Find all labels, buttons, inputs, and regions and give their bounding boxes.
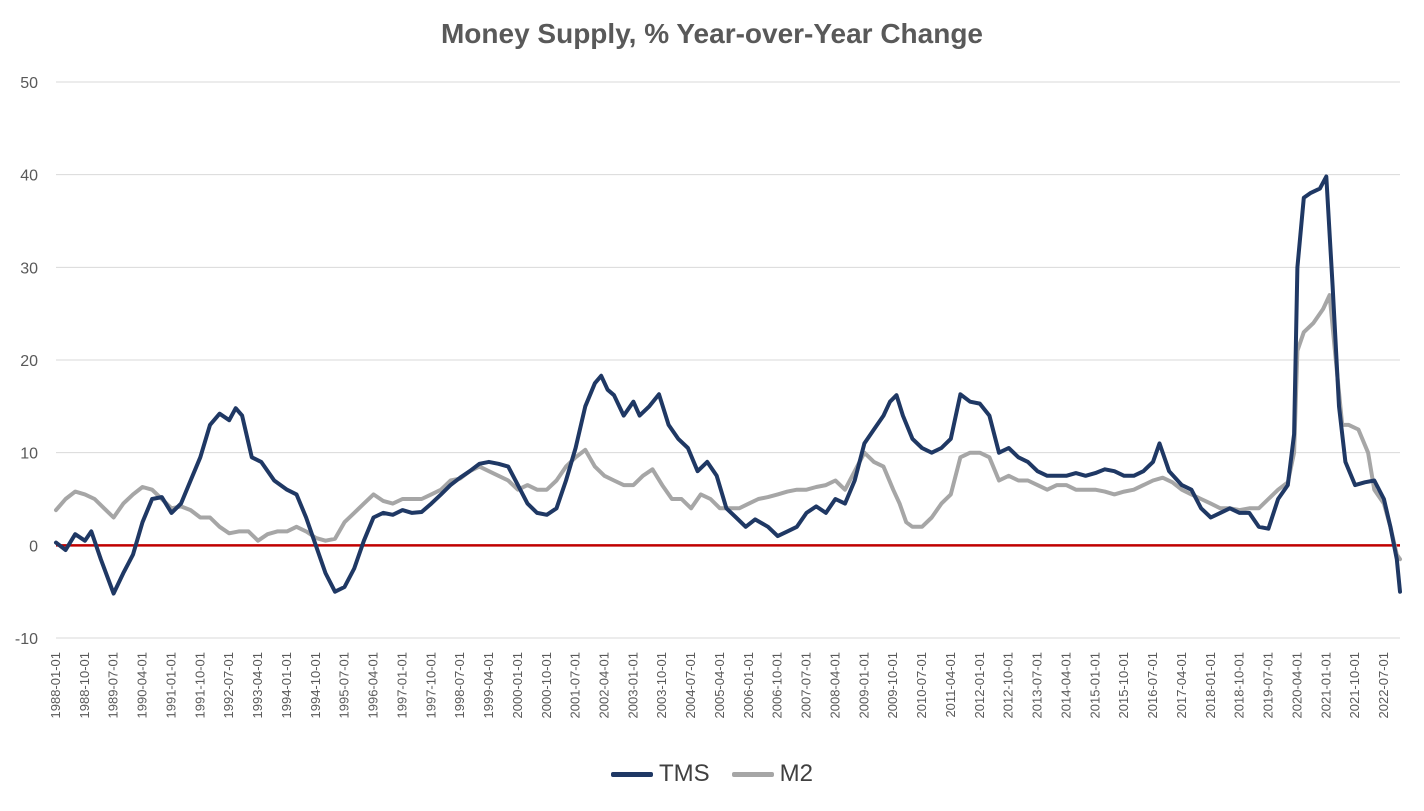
series-line-tms: [54, 174, 1402, 596]
legend-item-m2: M2: [731, 760, 813, 788]
legend: TMS M2: [0, 760, 1424, 788]
x-tick-label: 1998-07-01: [452, 652, 467, 719]
x-tick-label: 2009-01-01: [856, 652, 871, 719]
x-axis-tick-labels: 1988-01-01 1988-10-01 1989-07-01 1990-04-01…: [48, 652, 1391, 719]
x-tick-label: 2022-07-01: [1376, 652, 1391, 719]
x-tick-label: 1997-01-01: [395, 652, 410, 719]
x-tick-label: 1989-07-01: [106, 652, 121, 719]
x-tick-label: 2016-07-01: [1145, 652, 1160, 719]
y-tick-label: 10: [20, 446, 38, 463]
x-tick-label: 1991-10-01: [192, 652, 207, 719]
gridlines: [56, 81, 1400, 639]
x-tick-label: 2000-10-01: [539, 652, 554, 719]
x-tick-label: 2002-04-01: [596, 652, 611, 719]
x-tick-label: 2005-04-01: [712, 652, 727, 719]
x-tick-label: 2009-10-01: [885, 652, 900, 719]
x-tick-label: 2004-07-01: [683, 652, 698, 719]
x-tick-label: 1990-04-01: [135, 652, 150, 719]
x-tick-label: 1993-04-01: [250, 652, 265, 719]
y-tick-label: 50: [20, 75, 38, 92]
y-tick-label: 20: [20, 353, 38, 370]
legend-item-tms: TMS: [610, 760, 710, 788]
x-tick-label: 2018-10-01: [1232, 652, 1247, 719]
x-tick-label: 2003-10-01: [654, 652, 669, 719]
x-tick-label: 2019-07-01: [1260, 652, 1275, 719]
series-line-m2: [54, 293, 1402, 562]
x-tick-label: 1997-10-01: [423, 652, 438, 719]
chart-title: Money Supply, % Year-over-Year Change: [440, 18, 984, 49]
x-tick-label: 1996-04-01: [366, 652, 381, 719]
x-tick-label: 2012-01-01: [972, 652, 987, 719]
x-tick-label: 2018-01-01: [1203, 652, 1218, 719]
x-tick-label: 2015-10-01: [1116, 652, 1131, 719]
x-tick-label: 2006-10-01: [770, 652, 785, 719]
series-lines: [54, 174, 1402, 596]
legend-swatch-tms: [610, 771, 653, 777]
x-tick-label: 2008-04-01: [827, 652, 842, 719]
x-tick-label: 1994-10-01: [308, 652, 323, 719]
y-tick-label: -10: [15, 631, 38, 648]
x-tick-label: 2012-10-01: [1001, 652, 1016, 719]
legend-swatch-m2: [731, 771, 774, 777]
x-tick-label: 2010-07-01: [914, 652, 929, 719]
x-tick-label: 2006-01-01: [741, 652, 756, 719]
x-tick-label: 1995-07-01: [337, 652, 352, 719]
x-tick-label: 2021-10-01: [1347, 652, 1362, 719]
x-tick-label: 2001-07-01: [568, 652, 583, 719]
x-tick-label: 1994-01-01: [279, 652, 294, 719]
x-tick-label: 2011-04-01: [943, 652, 958, 718]
legend-label-tms: TMS: [658, 760, 710, 787]
y-tick-label: 30: [20, 260, 38, 277]
x-tick-label: 2020-04-01: [1289, 652, 1304, 719]
x-tick-label: 2021-01-01: [1318, 652, 1333, 719]
x-tick-label: 2003-01-01: [625, 652, 640, 719]
y-tick-label: 0: [29, 538, 38, 555]
legend-label-m2: M2: [779, 760, 813, 787]
x-tick-label: 1991-01-01: [164, 652, 179, 719]
x-tick-label: 1988-01-01: [48, 652, 63, 719]
x-tick-label: 1988-10-01: [77, 652, 92, 719]
y-axis-tick-labels: 50 40 30 20 10 0 -10: [15, 75, 38, 648]
x-tick-label: 2015-01-01: [1087, 652, 1102, 719]
x-tick-label: 1999-04-01: [481, 652, 496, 719]
y-tick-label: 40: [20, 168, 38, 185]
x-tick-label: 2013-07-01: [1029, 652, 1044, 719]
x-tick-label: 1992-07-01: [221, 652, 236, 719]
x-tick-label: 2014-04-01: [1058, 652, 1073, 719]
x-tick-label: 2007-07-01: [798, 652, 813, 719]
x-tick-label: 2000-01-01: [510, 652, 525, 719]
x-tick-label: 2017-04-01: [1174, 652, 1189, 719]
